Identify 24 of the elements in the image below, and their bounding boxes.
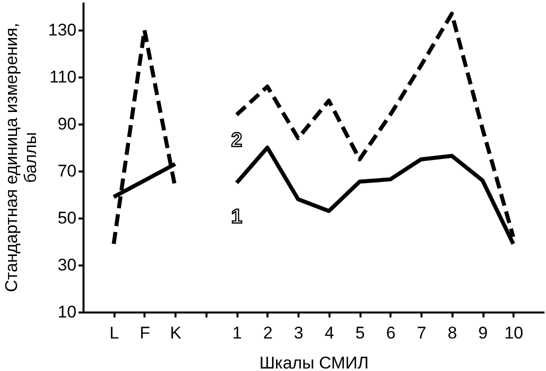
x-tick-label: 4 xyxy=(324,324,334,342)
x-tick-label: 10 xyxy=(504,324,524,342)
x-tick-label: L xyxy=(110,324,119,342)
y-tick-label: 50 xyxy=(58,208,76,228)
series-label: 2 xyxy=(231,130,242,152)
x-tick-label: 7 xyxy=(416,324,426,342)
x-tick-label: 3 xyxy=(294,324,304,342)
x-tick-label: 6 xyxy=(386,324,396,342)
series-label: 1 xyxy=(231,206,242,228)
y-tick-label: 110 xyxy=(49,68,76,87)
x-tick-label: 1 xyxy=(232,324,242,342)
y-axis-title: Стандартная единица измерения, баллы xyxy=(2,22,40,292)
y-tick-label: 70 xyxy=(58,162,76,181)
y-tick-label: 90 xyxy=(58,114,76,134)
x-tick-label: 2 xyxy=(263,324,273,342)
x-tick-label: F xyxy=(140,324,150,342)
y-tick-label: 130 xyxy=(48,20,76,40)
x-tick-label: K xyxy=(170,324,182,342)
x-tick-label: 5 xyxy=(355,324,365,342)
x-tick-label: 9 xyxy=(478,324,488,342)
y-tick-label: 30 xyxy=(58,256,76,275)
y-tick-label: 10 xyxy=(58,302,76,322)
x-tick-label: 8 xyxy=(448,324,458,342)
x-axis-title: Шкалы СМИЛ xyxy=(259,354,369,371)
